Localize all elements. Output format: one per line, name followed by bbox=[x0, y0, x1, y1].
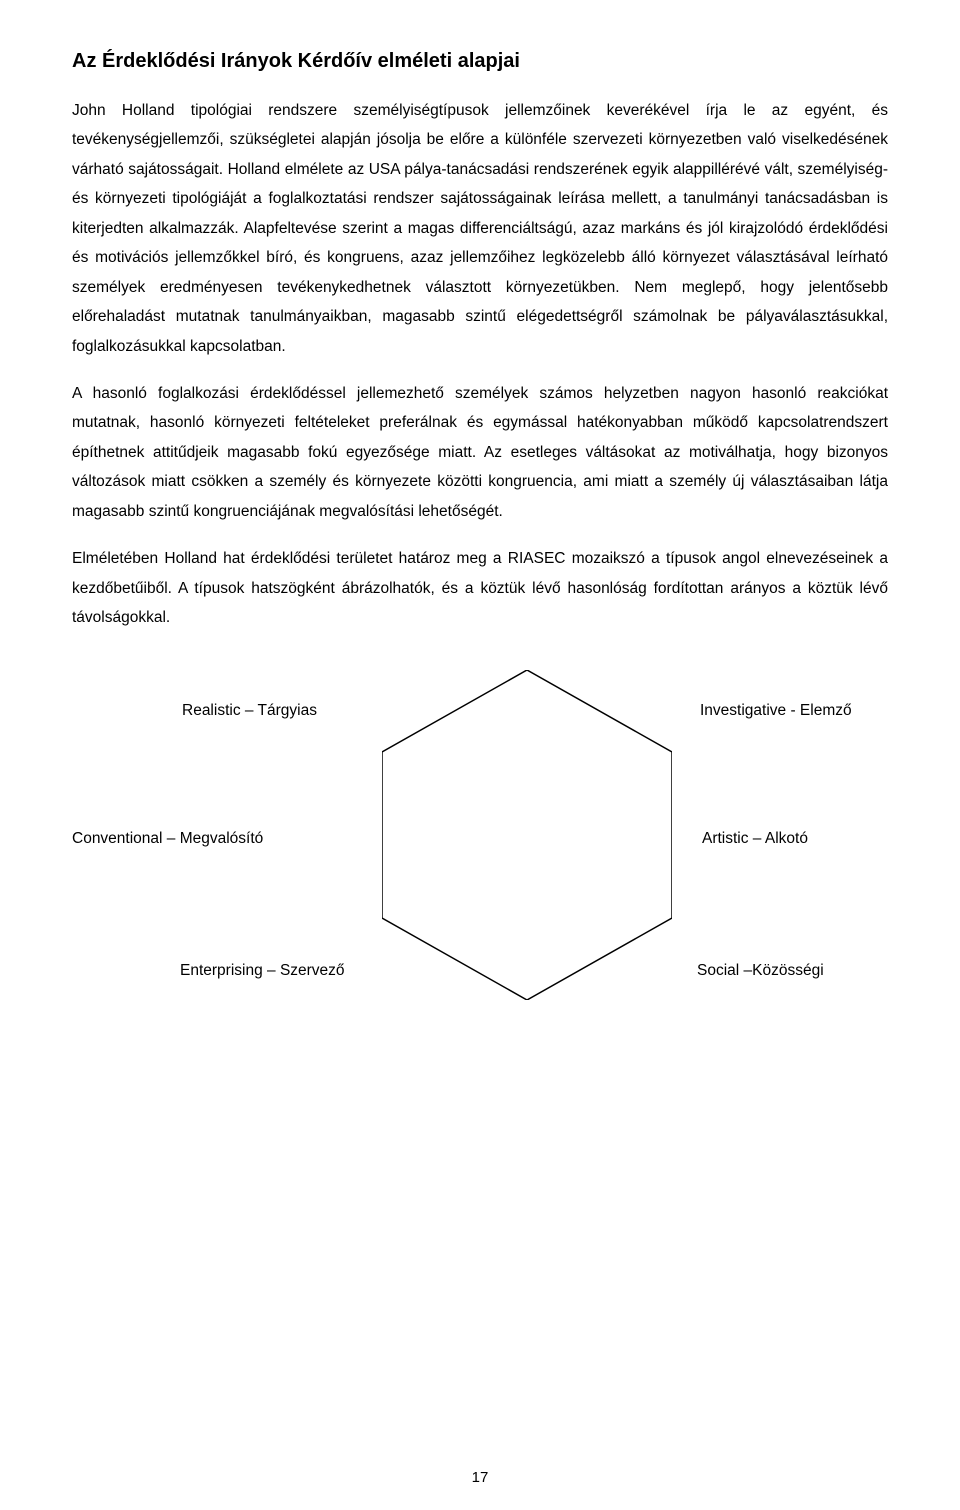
label-conventional: Conventional – Megvalósító bbox=[72, 830, 263, 848]
page: Az Érdeklődési Irányok Kérdőív elméleti … bbox=[0, 0, 960, 1510]
riasec-hexagon-diagram: Realistic – Tárgyias Investigative - Ele… bbox=[72, 650, 888, 1070]
paragraph-2: A hasonló foglalkozási érdeklődéssel jel… bbox=[72, 379, 888, 526]
document-title: Az Érdeklődési Irányok Kérdőív elméleti … bbox=[72, 48, 888, 74]
label-realistic: Realistic – Tárgyias bbox=[182, 702, 317, 720]
label-social: Social –Közösségi bbox=[697, 962, 824, 980]
paragraph-3: Elméletében Holland hat érdeklődési terü… bbox=[72, 544, 888, 632]
label-enterprising: Enterprising – Szervező bbox=[180, 962, 345, 980]
paragraph-1: John Holland tipológiai rendszere személ… bbox=[72, 96, 888, 361]
hexagon-shape bbox=[382, 670, 672, 1000]
label-artistic: Artistic – Alkotó bbox=[702, 830, 808, 848]
label-investigative: Investigative - Elemző bbox=[700, 702, 852, 720]
hexagon-polygon bbox=[382, 670, 672, 1000]
page-number: 17 bbox=[472, 1469, 489, 1486]
